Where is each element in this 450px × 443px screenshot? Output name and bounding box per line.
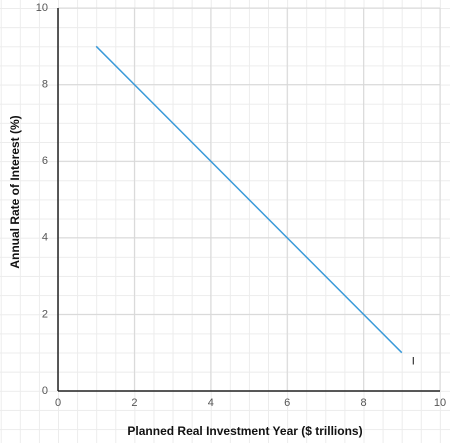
x-tick-label: 8: [361, 397, 367, 409]
y-tick-label: 8: [42, 79, 48, 91]
y-tick-label: 0: [42, 385, 48, 397]
x-tick-label: 6: [284, 397, 290, 409]
series-label: I: [412, 356, 415, 368]
y-tick-label: 6: [42, 155, 48, 167]
y-axis-title: Annual Rate of Interest (%): [8, 115, 22, 268]
y-tick-label: 2: [42, 308, 48, 320]
x-axis-title: Planned Real Investment Year ($ trillion…: [127, 424, 362, 438]
y-tick-label: 10: [36, 2, 48, 14]
x-tick-label: 0: [55, 397, 61, 409]
x-tick-label: 4: [208, 397, 214, 409]
x-tick-label: 10: [434, 397, 446, 409]
series-line: [95, 45, 403, 354]
x-tick-label: 2: [131, 397, 137, 409]
y-tick-label: 4: [42, 232, 48, 244]
